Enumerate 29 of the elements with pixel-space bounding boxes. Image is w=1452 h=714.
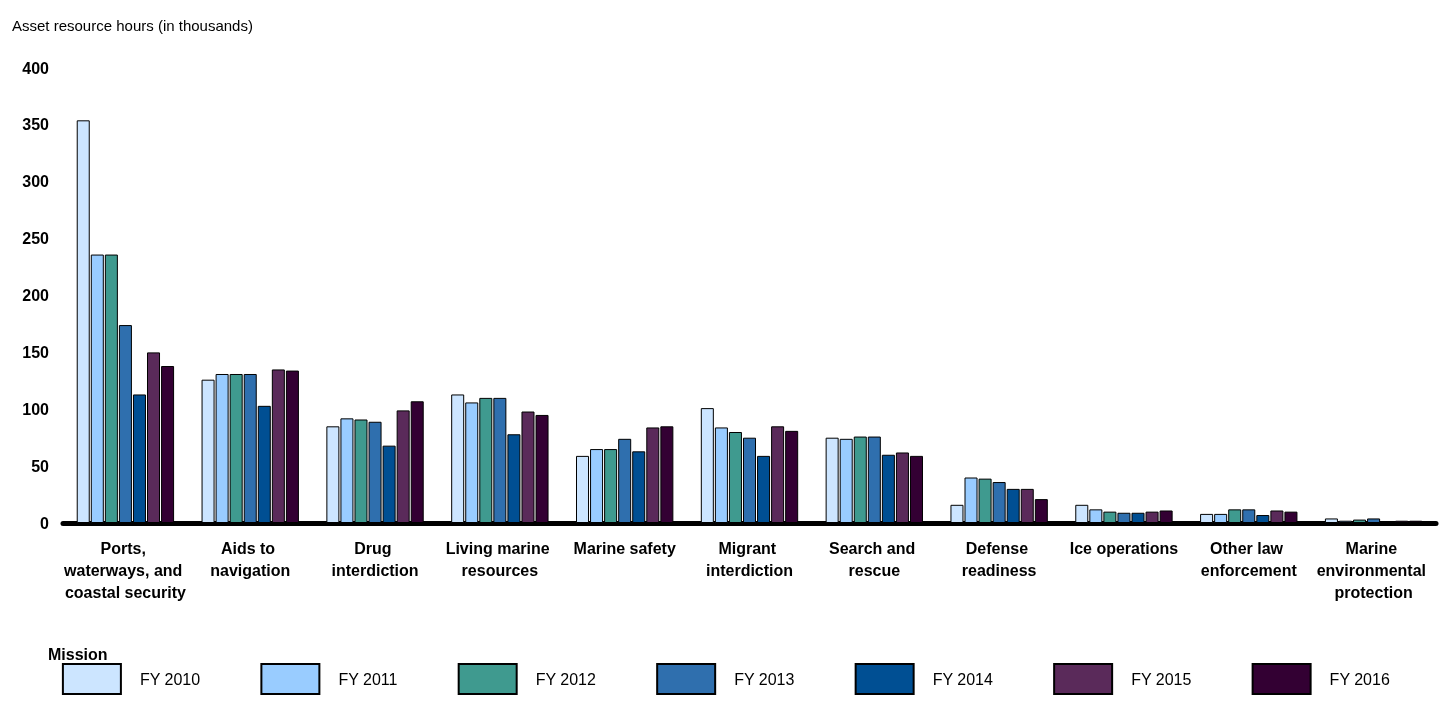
legend-label: FY 2012: [535, 670, 596, 688]
legend-label: FY 2014: [932, 670, 993, 688]
y-tick-label: 200: [22, 287, 50, 304]
y-tick-label: 50: [31, 457, 50, 475]
x-axis-title: Mission: [48, 645, 108, 663]
x-tick-label: Migrant interdiction: [705, 539, 794, 579]
x-tick-label: Living marine resources: [445, 539, 555, 579]
y-tick-label: 300: [22, 173, 50, 191]
y-tick-label: 250: [22, 230, 50, 248]
legend-label: FY 2016: [1329, 670, 1390, 688]
y-tick-label: 350: [22, 116, 50, 134]
x-tick-label: Aids to navigation: [210, 539, 291, 579]
x-tick-label: Search and rescue: [828, 539, 920, 579]
legend-label: FY 2015: [1131, 670, 1192, 688]
x-tick-label: Drug interdiction: [331, 539, 419, 579]
x-tick-label: Defense readiness: [961, 539, 1037, 579]
x-tick-label: Ice operations: [1069, 539, 1179, 557]
y-axis-title: Asset resource hours (in thousands): [12, 17, 253, 34]
legend-label: FY 2011: [338, 670, 398, 688]
y-tick-label: 150: [22, 343, 50, 361]
y-tick-label: 400: [22, 59, 50, 77]
legend-label: FY 2010: [139, 670, 201, 688]
y-tick-label: 100: [22, 400, 50, 418]
x-tick-label: Other law enforcement: [1200, 539, 1298, 579]
x-tick-label: Ports, waterways, and coastal security: [63, 539, 187, 601]
x-tick-label: Marine safety: [573, 539, 676, 557]
legend-label: FY 2013: [734, 670, 795, 688]
y-tick-label: 0: [40, 514, 50, 532]
x-tick-label: Marine environmental protection: [1316, 539, 1431, 601]
